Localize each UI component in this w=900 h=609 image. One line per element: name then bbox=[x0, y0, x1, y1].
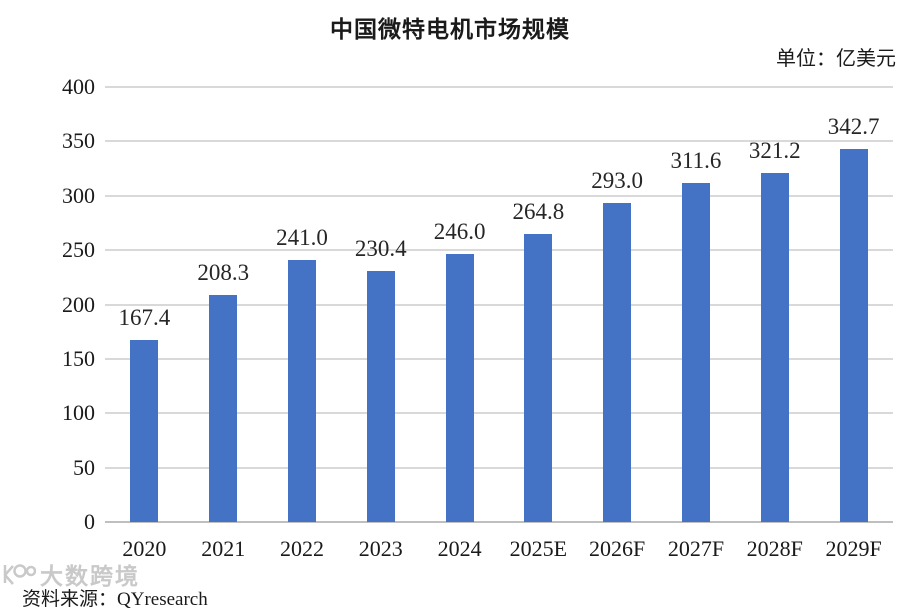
bar-column: 241.0 bbox=[263, 87, 342, 522]
gridline bbox=[105, 303, 893, 306]
x-tick-label: 2020 bbox=[122, 536, 167, 561]
bar-column: 321.2 bbox=[735, 87, 814, 522]
bar bbox=[287, 259, 316, 522]
gridline bbox=[105, 521, 893, 523]
watermark: 大数跨境 bbox=[2, 557, 140, 591]
gridline bbox=[105, 140, 893, 143]
bar-value-label: 342.7 bbox=[827, 114, 880, 140]
bar bbox=[839, 149, 868, 522]
bar-value-label: 230.4 bbox=[354, 236, 407, 262]
bar-value-label: 311.6 bbox=[670, 148, 722, 174]
y-tick-label: 50 bbox=[73, 454, 95, 480]
gridline bbox=[105, 412, 893, 415]
bar bbox=[130, 339, 159, 522]
bar-column: 208.3 bbox=[184, 87, 263, 522]
bar bbox=[445, 254, 474, 522]
y-tick-label: 300 bbox=[62, 182, 95, 208]
gridline bbox=[105, 249, 893, 252]
y-tick-label: 0 bbox=[84, 509, 95, 534]
unit-label: 单位：亿美元 bbox=[776, 48, 896, 70]
bar-value-label: 264.8 bbox=[512, 199, 565, 225]
bar-column: 264.8 bbox=[499, 87, 578, 522]
bar-column: 311.6 bbox=[657, 87, 736, 522]
x-tick-label: 2021 bbox=[201, 536, 246, 561]
bar-column: 293.0 bbox=[578, 87, 657, 522]
bar bbox=[209, 295, 238, 522]
x-tick-label: 2027F bbox=[667, 536, 725, 561]
x-axis-tick-labels: 2020 2021 2022 2023 2024 2025E 2026F 2027F 2028F… bbox=[105, 536, 893, 562]
bar-value-label: 293.0 bbox=[591, 168, 644, 194]
bar bbox=[681, 183, 710, 522]
bar bbox=[760, 172, 789, 522]
bar bbox=[366, 271, 395, 522]
x-tick-label: 2025E bbox=[509, 536, 568, 561]
bar-column: 167.4 bbox=[105, 87, 184, 522]
chart-title: 中国微特电机市场规模 bbox=[330, 17, 570, 42]
gridline bbox=[105, 86, 893, 88]
bar-value-label: 241.0 bbox=[276, 224, 328, 250]
y-tick-label: 250 bbox=[62, 237, 95, 263]
source-label: 资料来源：QYresearch bbox=[22, 589, 208, 609]
bar-value-label: 208.3 bbox=[197, 260, 250, 286]
x-tick-label: 2028F bbox=[746, 536, 803, 561]
bar-value-label: 321.2 bbox=[748, 137, 801, 163]
bars-container: 167.4 208.3 241.0 230.4 246.0 264.8 293.0 311.6… bbox=[105, 87, 893, 522]
x-tick-label: 2029F bbox=[825, 536, 882, 561]
y-tick-label: 100 bbox=[62, 400, 95, 426]
x-tick-label: 2022 bbox=[279, 536, 324, 561]
bar-value-label: 246.0 bbox=[433, 219, 486, 245]
bar bbox=[524, 234, 553, 522]
y-axis-tick-labels: 0 50 100 150 200 250 300 350 400 bbox=[0, 74, 95, 534]
gridline bbox=[105, 194, 893, 197]
watermark-text: 大数跨境 bbox=[40, 564, 140, 589]
x-tick-label: 2023 bbox=[358, 536, 403, 561]
bar bbox=[603, 203, 632, 522]
gridline bbox=[105, 357, 893, 360]
plot-canvas: 167.4 208.3 241.0 230.4 246.0 264.8 293.0 311.6… bbox=[105, 86, 893, 523]
gridline bbox=[105, 466, 893, 469]
y-tick-label: 400 bbox=[62, 74, 95, 99]
x-tick-label: 2026F bbox=[589, 536, 646, 561]
bar-column: 230.4 bbox=[341, 87, 420, 522]
bar-column: 246.0 bbox=[420, 87, 499, 522]
x-tick-label: 2024 bbox=[437, 536, 482, 561]
y-tick-label: 200 bbox=[62, 291, 95, 317]
bar-value-label: 167.4 bbox=[118, 304, 171, 330]
y-tick-label: 150 bbox=[62, 345, 95, 371]
y-tick-label: 350 bbox=[62, 128, 95, 154]
watermark-logo-icon bbox=[2, 562, 36, 586]
bar-column: 342.7 bbox=[814, 87, 893, 522]
